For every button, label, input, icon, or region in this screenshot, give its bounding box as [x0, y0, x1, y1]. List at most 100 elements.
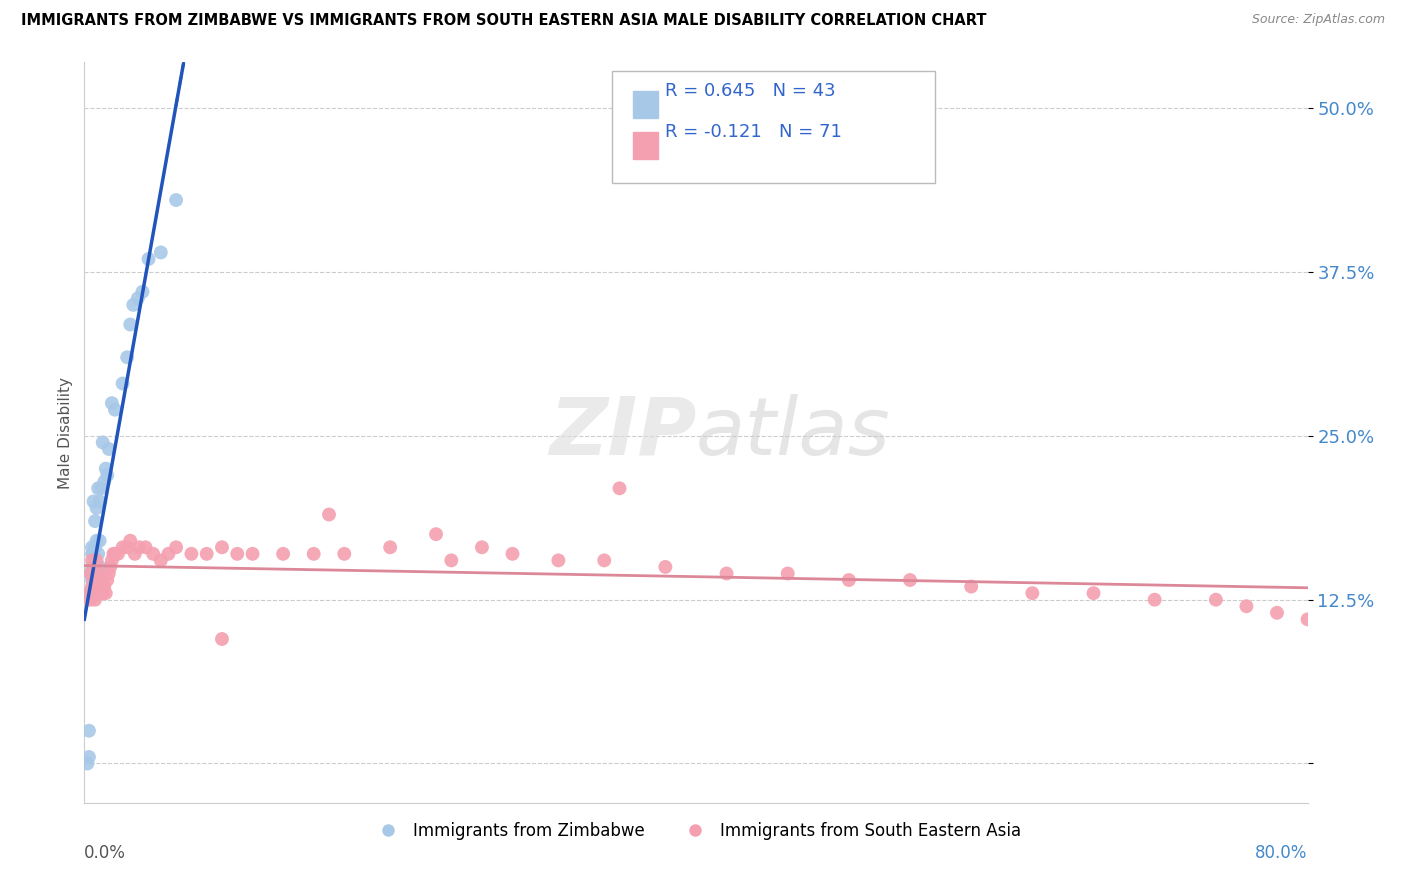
Point [111, 376, 134, 391]
Point [84, 560, 107, 574]
Point [180, 547, 202, 561]
Point [86, 533, 108, 548]
Point [89, 494, 111, 508]
Point [79, 566, 101, 581]
Point [654, 560, 676, 574]
Point [165, 541, 187, 555]
Y-axis label: Male Disability: Male Disability [58, 376, 73, 489]
Point [89, 573, 111, 587]
Point [91, 586, 114, 600]
Point [80, 541, 103, 555]
Point [80, 553, 103, 567]
Point [111, 541, 134, 555]
Point [83, 547, 105, 561]
Point [97, 566, 120, 581]
Point [77, 750, 100, 764]
Point [86, 573, 108, 587]
Point [86, 560, 108, 574]
Point [90, 481, 112, 495]
Point [87, 547, 110, 561]
Point [127, 291, 149, 305]
Point [115, 351, 138, 365]
Point [425, 527, 447, 541]
Point [93, 580, 115, 594]
Point [195, 547, 218, 561]
Point [502, 547, 524, 561]
Point [149, 245, 172, 260]
Point [609, 481, 631, 495]
Point [131, 285, 153, 299]
Point [79, 586, 101, 600]
Point [135, 541, 157, 555]
Point [84, 580, 107, 594]
Point [107, 547, 129, 561]
Point [86, 553, 108, 567]
Text: ZIP: ZIP [548, 393, 696, 472]
Point [94, 586, 117, 600]
Point [96, 468, 118, 483]
Point [80, 573, 103, 587]
Point [960, 580, 983, 594]
Point [83, 573, 105, 587]
Point [211, 632, 233, 646]
Point [593, 553, 616, 567]
Point [84, 592, 107, 607]
Point [80, 560, 103, 574]
Point [120, 533, 142, 548]
Point [1296, 612, 1319, 626]
Point [90, 580, 112, 594]
Point [318, 508, 340, 522]
Point [142, 547, 165, 561]
Point [1236, 599, 1258, 614]
Point [80, 586, 103, 600]
Point [898, 573, 921, 587]
Point [94, 461, 117, 475]
Point [89, 586, 111, 600]
Point [838, 573, 860, 587]
Point [138, 252, 160, 266]
Point [89, 560, 111, 574]
Point [211, 541, 233, 555]
Point [242, 547, 264, 561]
Point [84, 514, 107, 528]
Point [333, 547, 356, 561]
Point [83, 560, 105, 574]
Point [271, 547, 294, 561]
Point [83, 494, 105, 508]
Point [104, 402, 127, 417]
Point [226, 547, 249, 561]
Point [1205, 592, 1227, 607]
Point [87, 586, 110, 600]
Point [80, 547, 103, 561]
Point [83, 586, 105, 600]
Point [87, 481, 110, 495]
Point [87, 566, 110, 581]
Text: atlas: atlas [696, 393, 891, 472]
Text: IMMIGRANTS FROM ZIMBABWE VS IMMIGRANTS FROM SOUTH EASTERN ASIA MALE DISABILITY C: IMMIGRANTS FROM ZIMBABWE VS IMMIGRANTS F… [21, 13, 987, 29]
Point [547, 553, 569, 567]
Point [302, 547, 325, 561]
Point [122, 298, 145, 312]
Point [1083, 586, 1105, 600]
Point [471, 541, 494, 555]
Point [77, 723, 100, 738]
Point [84, 541, 107, 555]
Point [440, 553, 463, 567]
Point [79, 566, 101, 581]
Point [157, 547, 180, 561]
Point [115, 541, 138, 555]
Legend: Immigrants from Zimbabwe, Immigrants from South Eastern Asia: Immigrants from Zimbabwe, Immigrants fro… [364, 815, 1028, 847]
Point [86, 500, 108, 515]
Point [1143, 592, 1166, 607]
Point [80, 586, 103, 600]
Text: 0.0%: 0.0% [84, 845, 127, 863]
Point [776, 566, 799, 581]
Text: R = 0.645   N = 43: R = 0.645 N = 43 [665, 82, 835, 100]
Point [104, 547, 127, 561]
Point [103, 547, 125, 561]
Point [80, 580, 103, 594]
Point [101, 553, 124, 567]
Point [84, 560, 107, 574]
Point [128, 541, 150, 555]
Point [83, 586, 105, 600]
